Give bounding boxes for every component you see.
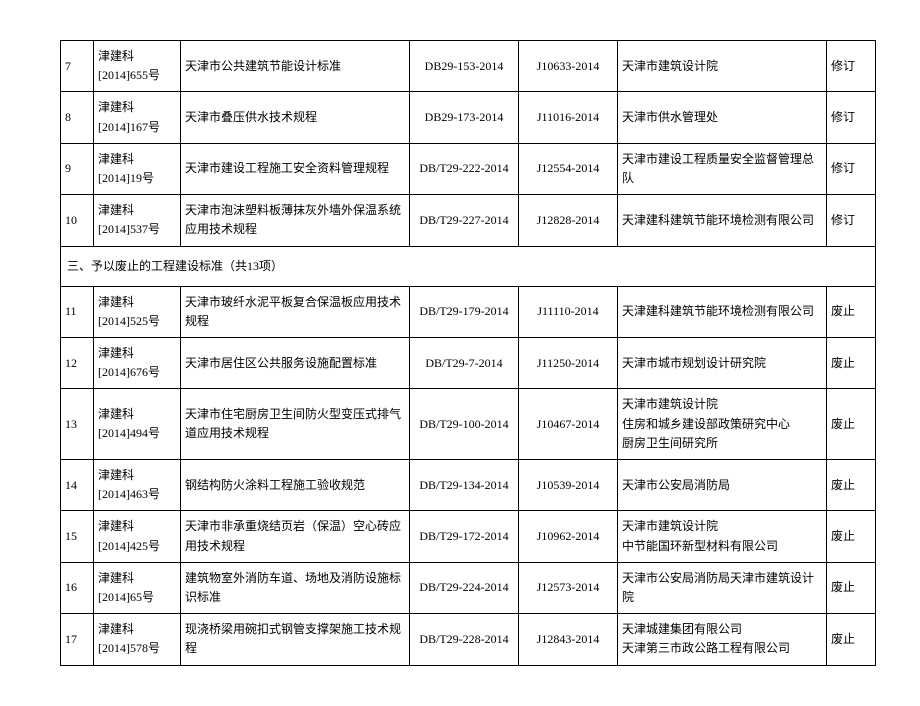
standard-code-1: DB/T29-224-2014 (410, 562, 519, 613)
standard-code-1: DB29-153-2014 (410, 41, 519, 92)
standard-title: 天津市居住区公共服务设施配置标准 (181, 338, 410, 389)
standard-code-1: DB/T29-172-2014 (410, 511, 519, 562)
row-index: 17 (61, 614, 94, 665)
standard-code-2: J11110-2014 (519, 286, 618, 337)
organization: 天津市供水管理处 (618, 92, 827, 143)
row-index: 16 (61, 562, 94, 613)
standards-table: 7津建科 [2014]655号天津市公共建筑节能设计标准DB29-153-201… (60, 40, 876, 666)
standard-code-2: J11250-2014 (519, 338, 618, 389)
table-row: 17津建科 [2014]578号现浇桥梁用碗扣式钢管支撑架施工技术规程DB/T2… (61, 614, 876, 665)
organization: 天津市建设工程质量安全监督管理总队 (618, 143, 827, 194)
standard-code-2: J11016-2014 (519, 92, 618, 143)
standard-title: 现浇桥梁用碗扣式钢管支撑架施工技术规程 (181, 614, 410, 665)
doc-number: 津建科 [2014]463号 (94, 460, 181, 511)
doc-number: 津建科 [2014]19号 (94, 143, 181, 194)
status: 废止 (827, 562, 876, 613)
standard-code-2: J10539-2014 (519, 460, 618, 511)
doc-number: 津建科 [2014]578号 (94, 614, 181, 665)
standard-title: 天津市建设工程施工安全资料管理规程 (181, 143, 410, 194)
table-row: 8津建科 [2014]167号天津市叠压供水技术规程DB29-173-2014J… (61, 92, 876, 143)
standard-title: 建筑物室外消防车道、场地及消防设施标识标准 (181, 562, 410, 613)
organization: 天津城建集团有限公司 天津第三市政公路工程有限公司 (618, 614, 827, 665)
doc-number: 津建科 [2014]525号 (94, 286, 181, 337)
standard-code-2: J10962-2014 (519, 511, 618, 562)
row-index: 10 (61, 195, 94, 246)
status: 废止 (827, 614, 876, 665)
table-row: 11津建科 [2014]525号天津市玻纤水泥平板复合保温板应用技术规程DB/T… (61, 286, 876, 337)
organization: 天津市建筑设计院 中节能国环新型材料有限公司 (618, 511, 827, 562)
standard-code-2: J12843-2014 (519, 614, 618, 665)
table-row: 12津建科 [2014]676号天津市居住区公共服务设施配置标准DB/T29-7… (61, 338, 876, 389)
table-row: 10津建科 [2014]537号天津市泡沫塑料板薄抹灰外墙外保温系统应用技术规程… (61, 195, 876, 246)
doc-number: 津建科 [2014]167号 (94, 92, 181, 143)
organization: 天津建科建筑节能环境检测有限公司 (618, 195, 827, 246)
standard-title: 天津市住宅厨房卫生间防火型变压式排气道应用技术规程 (181, 389, 410, 460)
status: 废止 (827, 286, 876, 337)
status: 修订 (827, 195, 876, 246)
row-index: 14 (61, 460, 94, 511)
section-header-row: 三、予以废止的工程建设标准（共13项） (61, 246, 876, 286)
standard-code-2: J10467-2014 (519, 389, 618, 460)
status: 修订 (827, 92, 876, 143)
row-index: 12 (61, 338, 94, 389)
standard-code-1: DB29-173-2014 (410, 92, 519, 143)
status: 修订 (827, 143, 876, 194)
doc-number: 津建科 [2014]537号 (94, 195, 181, 246)
table-row: 14津建科 [2014]463号钢结构防火涂料工程施工验收规范DB/T29-13… (61, 460, 876, 511)
standard-title: 天津市公共建筑节能设计标准 (181, 41, 410, 92)
organization: 天津市公安局消防局 (618, 460, 827, 511)
status: 废止 (827, 511, 876, 562)
doc-number: 津建科 [2014]425号 (94, 511, 181, 562)
organization: 天津市建筑设计院 住房和城乡建设部政策研究中心 厨房卫生间研究所 (618, 389, 827, 460)
standard-title: 天津市叠压供水技术规程 (181, 92, 410, 143)
row-index: 8 (61, 92, 94, 143)
table-row: 7津建科 [2014]655号天津市公共建筑节能设计标准DB29-153-201… (61, 41, 876, 92)
doc-number: 津建科 [2014]655号 (94, 41, 181, 92)
status: 废止 (827, 460, 876, 511)
standard-code-2: J12828-2014 (519, 195, 618, 246)
organization: 天津市建筑设计院 (618, 41, 827, 92)
standard-code-1: DB/T29-228-2014 (410, 614, 519, 665)
organization: 天津市城市规划设计研究院 (618, 338, 827, 389)
standard-title: 天津市玻纤水泥平板复合保温板应用技术规程 (181, 286, 410, 337)
table-row: 13津建科 [2014]494号天津市住宅厨房卫生间防火型变压式排气道应用技术规… (61, 389, 876, 460)
row-index: 7 (61, 41, 94, 92)
organization: 天津建科建筑节能环境检测有限公司 (618, 286, 827, 337)
doc-number: 津建科 [2014]676号 (94, 338, 181, 389)
row-index: 9 (61, 143, 94, 194)
standard-code-1: DB/T29-7-2014 (410, 338, 519, 389)
organization: 天津市公安局消防局天津市建筑设计院 (618, 562, 827, 613)
section-header: 三、予以废止的工程建设标准（共13项） (61, 246, 876, 286)
standard-code-1: DB/T29-134-2014 (410, 460, 519, 511)
standard-title: 天津市非承重烧结页岩（保温）空心砖应用技术规程 (181, 511, 410, 562)
table-row: 15津建科 [2014]425号天津市非承重烧结页岩（保温）空心砖应用技术规程D… (61, 511, 876, 562)
standard-title: 钢结构防火涂料工程施工验收规范 (181, 460, 410, 511)
status: 废止 (827, 338, 876, 389)
standard-code-1: DB/T29-100-2014 (410, 389, 519, 460)
doc-number: 津建科 [2014]65号 (94, 562, 181, 613)
table-row: 16津建科 [2014]65号建筑物室外消防车道、场地及消防设施标识标准DB/T… (61, 562, 876, 613)
row-index: 13 (61, 389, 94, 460)
standard-title: 天津市泡沫塑料板薄抹灰外墙外保温系统应用技术规程 (181, 195, 410, 246)
standard-code-2: J12573-2014 (519, 562, 618, 613)
standard-code-1: DB/T29-179-2014 (410, 286, 519, 337)
doc-number: 津建科 [2014]494号 (94, 389, 181, 460)
status: 废止 (827, 389, 876, 460)
row-index: 15 (61, 511, 94, 562)
row-index: 11 (61, 286, 94, 337)
standard-code-2: J10633-2014 (519, 41, 618, 92)
status: 修订 (827, 41, 876, 92)
standard-code-1: DB/T29-222-2014 (410, 143, 519, 194)
standard-code-2: J12554-2014 (519, 143, 618, 194)
standard-code-1: DB/T29-227-2014 (410, 195, 519, 246)
table-row: 9津建科 [2014]19号天津市建设工程施工安全资料管理规程DB/T29-22… (61, 143, 876, 194)
